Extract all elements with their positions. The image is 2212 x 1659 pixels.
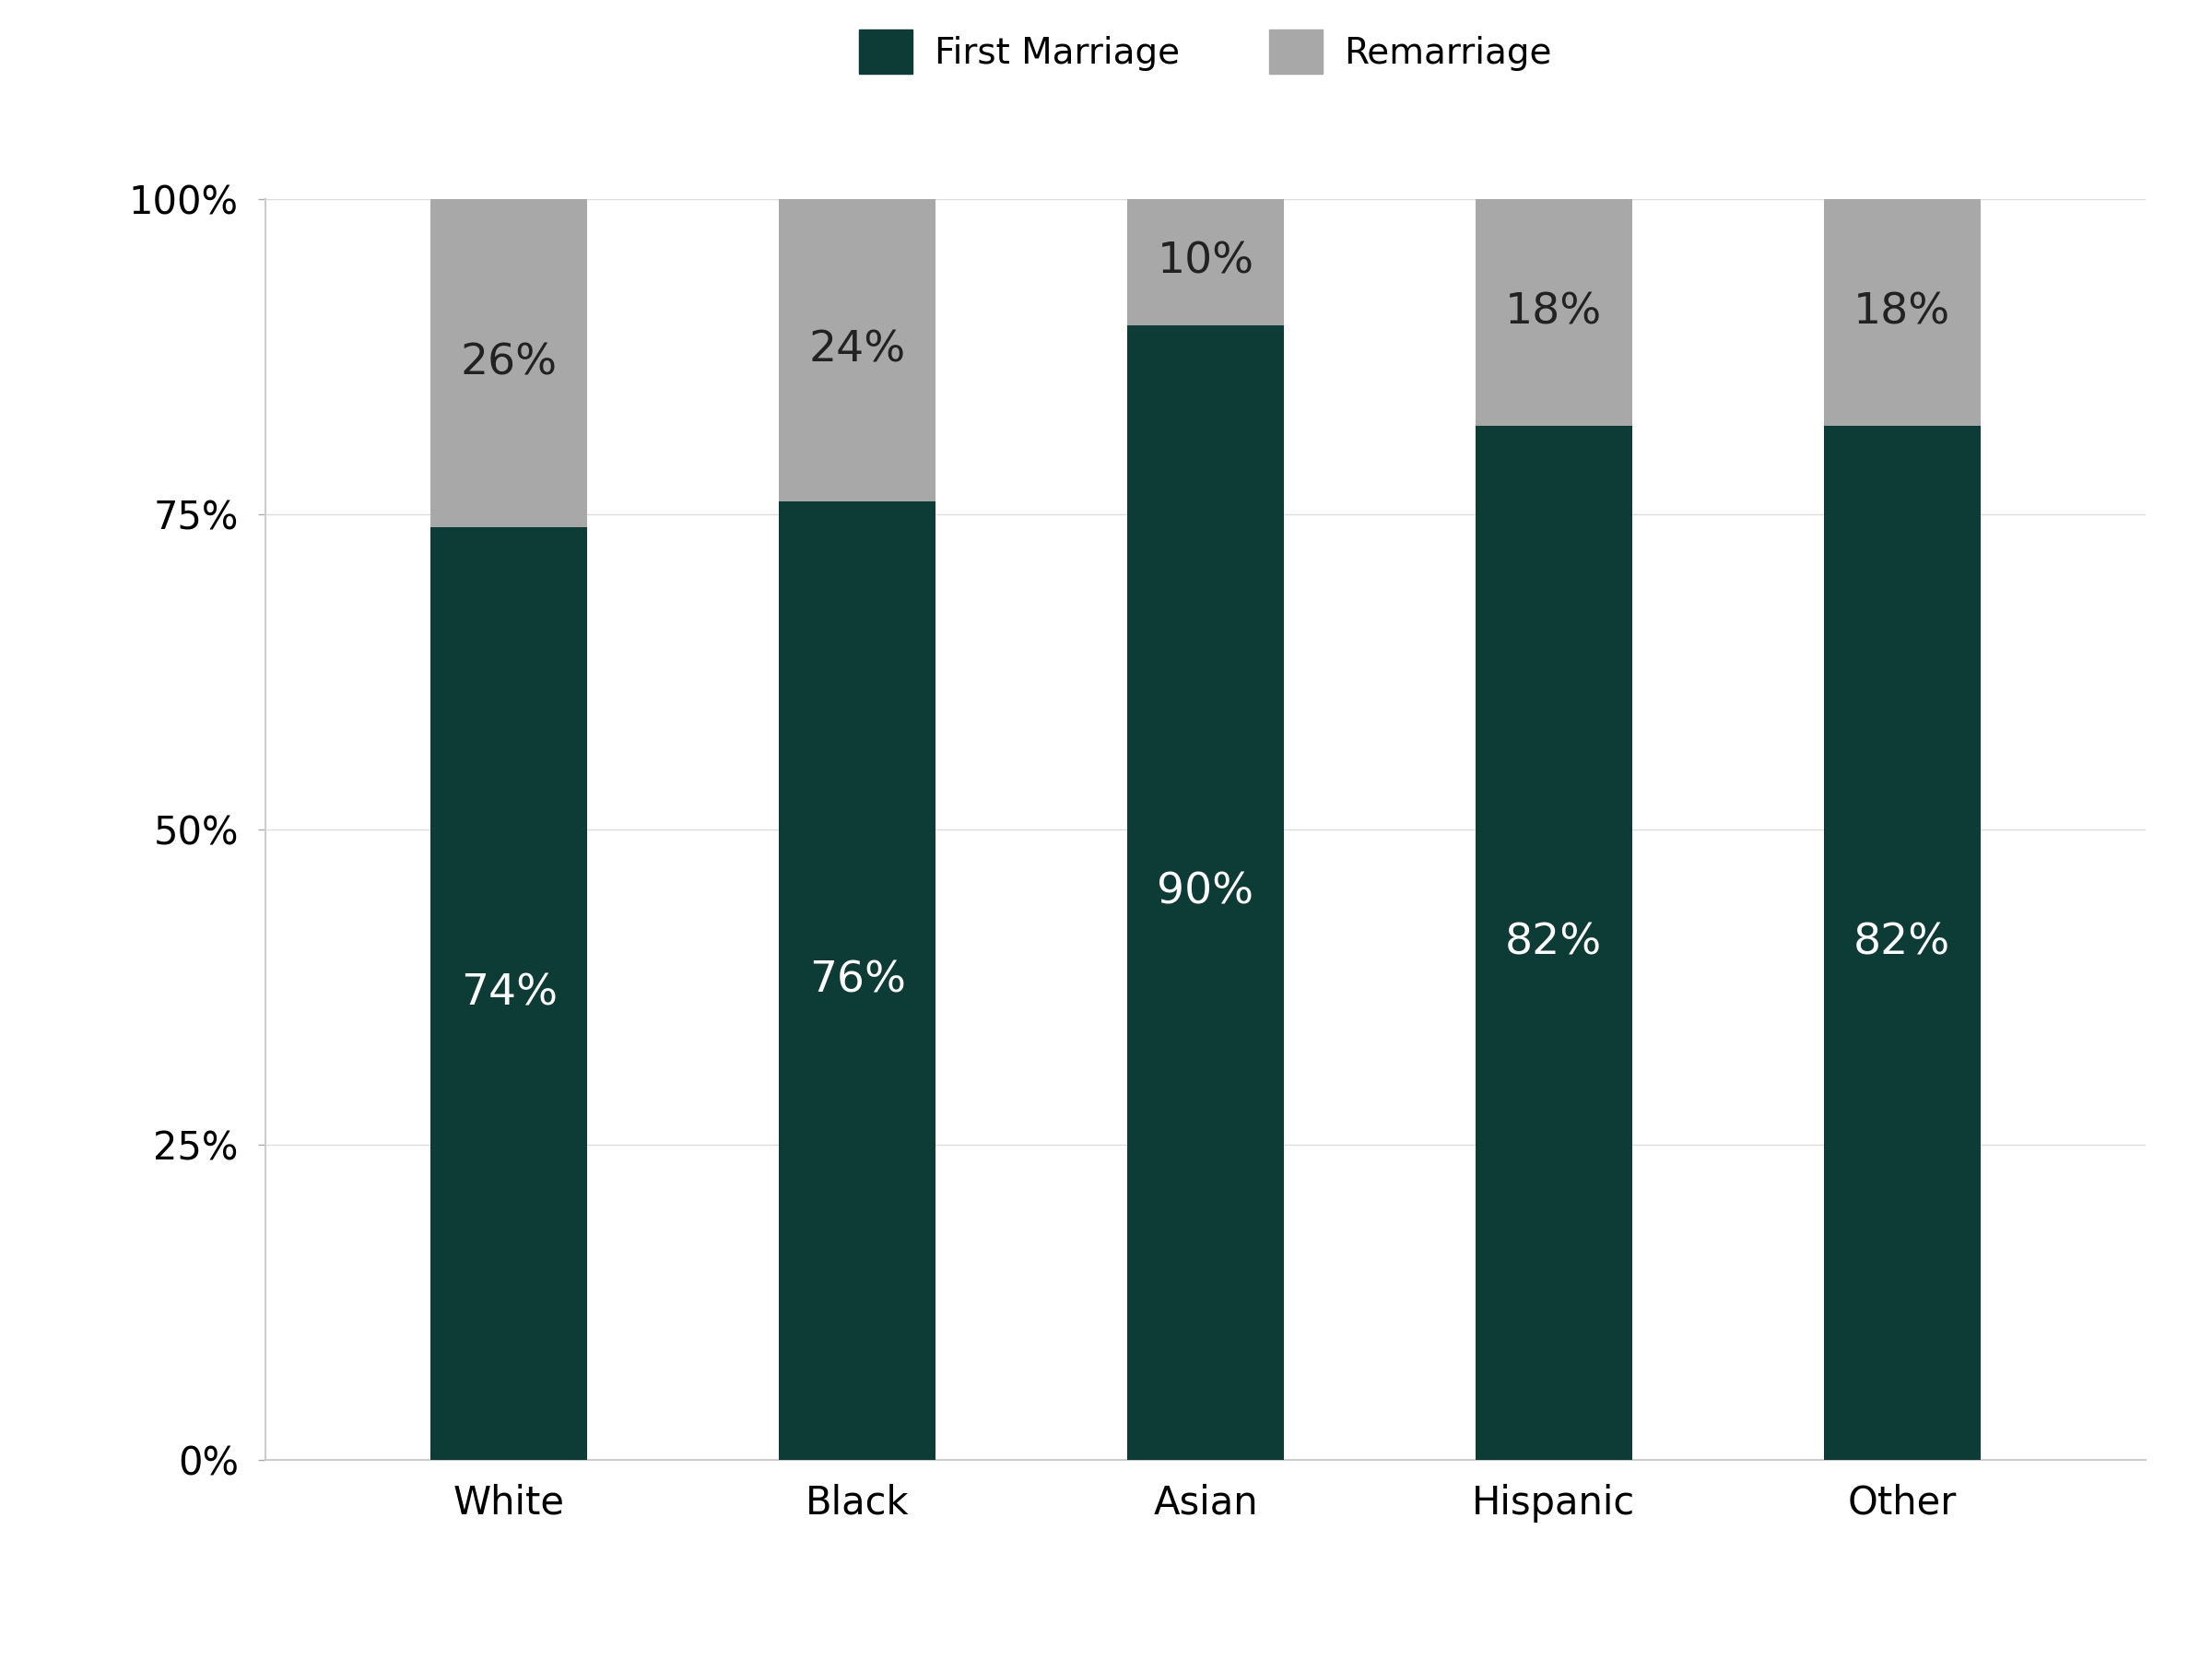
- Bar: [431, 199, 588, 528]
- Text: 74%: 74%: [460, 972, 557, 1014]
- Bar: [1823, 426, 1980, 1460]
- Text: 76%: 76%: [810, 961, 905, 1002]
- Bar: [1128, 199, 1283, 325]
- Bar: [1823, 199, 1980, 426]
- Bar: [779, 501, 936, 1460]
- Text: 10%: 10%: [1157, 242, 1254, 284]
- Text: 90%: 90%: [1157, 873, 1254, 912]
- Text: 82%: 82%: [1504, 922, 1601, 964]
- Bar: [1475, 199, 1632, 426]
- Legend: First Marriage, Remarriage: First Marriage, Remarriage: [845, 15, 1566, 88]
- Bar: [1475, 426, 1632, 1460]
- Bar: [431, 528, 588, 1460]
- Text: 24%: 24%: [810, 330, 907, 372]
- Text: 26%: 26%: [460, 342, 557, 383]
- Text: 82%: 82%: [1854, 922, 1951, 964]
- Bar: [1128, 325, 1283, 1460]
- Text: 18%: 18%: [1854, 292, 1951, 333]
- Bar: [779, 199, 936, 501]
- Text: 18%: 18%: [1504, 292, 1601, 333]
